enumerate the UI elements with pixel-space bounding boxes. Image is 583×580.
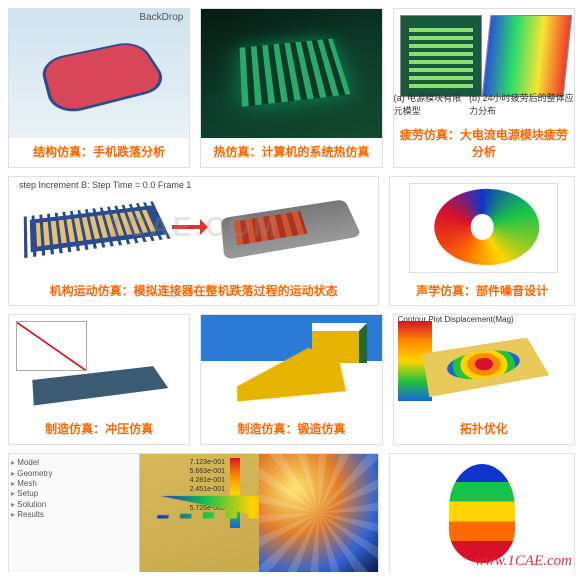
mech-phone	[221, 199, 362, 260]
thumb-stamping	[9, 315, 189, 415]
sublabel-b: (b) 24小时疲劳后的整体应力分布	[469, 91, 574, 117]
sim-viewport: 7.123e-001 5.663e-001 4.281e-001 2.451e-…	[140, 454, 379, 572]
thumb-fan	[390, 177, 574, 277]
sublabel-a: (a) 电源模块有限元模型	[394, 91, 469, 117]
card-acoustic-sim[interactable]: 声学仿真：部件噪音设计	[389, 176, 575, 307]
gallery-row-3: 制造仿真：冲压仿真 制造仿真：锻造仿真 Contour Plot Displac…	[8, 314, 575, 445]
mech-connector	[30, 205, 165, 252]
fatigue-panel-a	[400, 15, 482, 97]
backdrop-label: BackDrop	[139, 12, 183, 23]
card-mechanism-sim[interactable]: step Increment B: Step Time = 0.0 Frame …	[8, 176, 379, 307]
sim-tree: Model Geometry Mesh Setup Solution Resul…	[9, 454, 140, 572]
card-fatigue-sim[interactable]: (a) 电源模块有限元模型 (b) 24小时疲劳后的整体应力分布 疲劳仿真：大电…	[393, 8, 575, 168]
card-structure-sim[interactable]: BackDrop 结构仿真：手机跌落分析	[8, 8, 190, 168]
tree-item: Setup	[11, 489, 137, 499]
forge-block	[312, 323, 367, 363]
card-stamping-sim[interactable]: 制造仿真：冲压仿真	[8, 314, 190, 445]
stamp-plot	[16, 321, 87, 371]
tree-item: Results	[11, 510, 137, 520]
thumb-mechanism: step Increment B: Step Time = 0.0 Frame …	[9, 177, 378, 277]
caption: 机构运动仿真：模拟连接器在整机跌落过程的运动状态	[9, 277, 378, 306]
stamp-plate	[33, 367, 169, 406]
thumb-pcb-thermal	[201, 9, 381, 138]
tree-item: Geometry	[11, 469, 137, 479]
thumb-topology: Contour Plot Displacement(Mag)	[394, 315, 574, 415]
thumb-forging	[201, 315, 381, 415]
tree-item: Model	[11, 458, 137, 468]
arrow-icon	[172, 225, 206, 229]
tree-item: Solution	[11, 500, 137, 510]
card-forging-sim[interactable]: 制造仿真：锻造仿真	[200, 314, 382, 445]
site-watermark: www.1CAE.com	[475, 553, 572, 570]
sim-abstract-art	[259, 454, 378, 572]
card-thermometer[interactable]: www.1CAE.com	[389, 453, 575, 572]
caption: 声学仿真：部件噪音设计	[390, 277, 574, 306]
gallery-row-2: step Increment B: Step Time = 0.0 Frame …	[8, 176, 575, 307]
card-thermal-sim[interactable]: 热仿真：计算机的系统热仿真	[200, 8, 382, 168]
thumb-phone-drop: BackDrop	[9, 9, 189, 138]
caption: 疲劳仿真：大电流电源模块疲劳分析	[394, 121, 574, 167]
fatigue-panel-b	[482, 15, 573, 97]
mech-top-label: step Increment B: Step Time = 0.0 Frame …	[19, 180, 191, 190]
topo-sheet	[423, 338, 550, 398]
tree-item: Mesh	[11, 479, 137, 489]
thumb-fatigue: (a) 电源模块有限元模型 (b) 24小时疲劳后的整体应力分布	[394, 9, 574, 121]
fatigue-sublabels: (a) 电源模块有限元模型 (b) 24小时疲劳后的整体应力分布	[394, 91, 574, 117]
gallery-row-1: BackDrop 结构仿真：手机跌落分析 热仿真：计算机的系统热仿真 (a) 电…	[8, 8, 575, 168]
caption: 制造仿真：锻造仿真	[201, 415, 381, 444]
caption: 制造仿真：冲压仿真	[9, 415, 189, 444]
caption: 拓扑优化	[394, 415, 574, 444]
gallery-row-4: Model Geometry Mesh Setup Solution Resul…	[8, 453, 575, 572]
caption: 结构仿真：手机跌落分析	[9, 138, 189, 167]
card-sim-result[interactable]: Model Geometry Mesh Setup Solution Resul…	[8, 453, 379, 572]
caption: 热仿真：计算机的系统热仿真	[201, 138, 381, 167]
thumb-sim-result: Model Geometry Mesh Setup Solution Resul…	[9, 454, 378, 572]
card-topology-opt[interactable]: Contour Plot Displacement(Mag) 拓扑优化	[393, 314, 575, 445]
